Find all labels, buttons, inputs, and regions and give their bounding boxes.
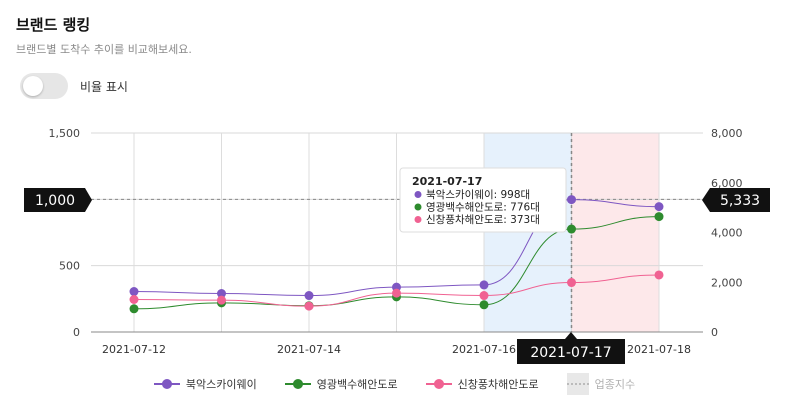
crosshair-y-right-box [702, 188, 770, 212]
crosshair-x-label: 2021-07-17 [530, 345, 611, 361]
tooltip-row-dot-1 [414, 203, 422, 211]
y-left-tick-label: 0 [73, 326, 80, 339]
series-2-point-4 [479, 291, 489, 301]
legend-dot [161, 379, 172, 389]
legend-item-series-0[interactable]: 북악스카이웨이 [153, 376, 257, 392]
legend-dot [292, 379, 303, 389]
series-2-point-5 [567, 278, 576, 288]
x-tick-label: 2021-07-14 [277, 343, 341, 356]
ratio-toggle-switch[interactable] [20, 73, 68, 99]
series-1-point-5 [567, 224, 576, 234]
legend-dotted-line [566, 383, 589, 385]
y-right-tick-label: 2,000 [711, 276, 743, 289]
toggle-knob [23, 76, 43, 96]
legend-item-series-2[interactable]: 신창풍차해안도로 [425, 376, 539, 392]
legend-item-area[interactable]: 업종지수 [566, 373, 636, 395]
crosshair-y-right-label: 5,333 [720, 193, 760, 209]
crosshair-y-left-box [24, 188, 92, 212]
tooltip-row-text-0: 북악스카이웨이: 998대 [426, 189, 530, 201]
series-2-point-3 [392, 288, 401, 298]
legend-dot [433, 379, 444, 389]
series-0-point-6 [654, 202, 664, 212]
y-left-tick-label: 1,500 [49, 127, 81, 140]
tooltip-row-text-2: 신창풍차해안도로: 373대 [426, 213, 540, 226]
series-2-point-1 [217, 295, 226, 305]
x-tick-label: 2021-07-16 [452, 343, 516, 356]
series-0-point-0 [129, 287, 139, 297]
tooltip-row-text-1: 영광백수해안도로: 776대 [426, 201, 540, 214]
legend-label: 업종지수 [594, 378, 636, 391]
legend-item-series-1[interactable]: 영광백수해안도로 [284, 376, 398, 392]
chart-legend: 북악스카이웨이 영광백수해안도로 신창풍차해안도로 업종지수 [0, 373, 789, 395]
series-2-point-0 [129, 294, 139, 304]
series-0-point-4 [479, 280, 489, 290]
crosshair-x-box [517, 332, 625, 364]
brand-ranking-chart[interactable]: 0 500 1,000 1,500 0 2,000 4,000 6,000 8,000 2021-… [0, 0, 789, 370]
y-right-tick-label: 8,000 [711, 127, 743, 140]
page-title: 브랜드 랭킹 [16, 16, 91, 34]
series-1-point-4 [479, 300, 489, 310]
tooltip-row-dot-0 [414, 191, 422, 198]
y-right-tick-label: 0 [711, 326, 718, 339]
series-2-point-6 [654, 270, 664, 280]
ratio-toggle-row: 비율 표시 [20, 73, 128, 99]
y-right-tick-label: 4,000 [711, 227, 743, 240]
tooltip-date: 2021-07-17 [412, 175, 482, 188]
series-0-point-1 [217, 289, 226, 299]
legend-swatch-icon [425, 379, 452, 389]
highlight-band-1 [571, 133, 659, 332]
legend-swatch-icon [284, 379, 311, 389]
legend-area-icon [566, 373, 589, 395]
tooltip-box [399, 167, 567, 233]
x-tick-label: 2021-07-18 [627, 343, 691, 356]
legend-label: 신창풍차해안도로 [457, 378, 539, 391]
tooltip-row-dot-2 [414, 216, 422, 223]
page-subtitle: 브랜드별 도착수 추이를 비교해보세요. [16, 43, 192, 56]
legend-swatch-icon [153, 379, 180, 389]
series-0-point-2 [304, 291, 314, 301]
y-left-tick-label: 500 [59, 260, 80, 273]
x-tick-label: 2021-07-12 [102, 343, 166, 356]
legend-label: 북악스카이웨이 [185, 378, 257, 391]
legend-label: 영광백수해안도로 [316, 378, 398, 391]
series-2-point-2 [304, 301, 314, 311]
series-1-point-6 [654, 212, 664, 222]
ratio-toggle-label: 비율 표시 [80, 79, 128, 94]
series-1-point-0 [129, 304, 139, 314]
series-0-point-5 [567, 195, 576, 205]
crosshair-y-left-label: 1,000 [35, 193, 75, 209]
y-right-tick-label: 6,000 [711, 177, 743, 190]
